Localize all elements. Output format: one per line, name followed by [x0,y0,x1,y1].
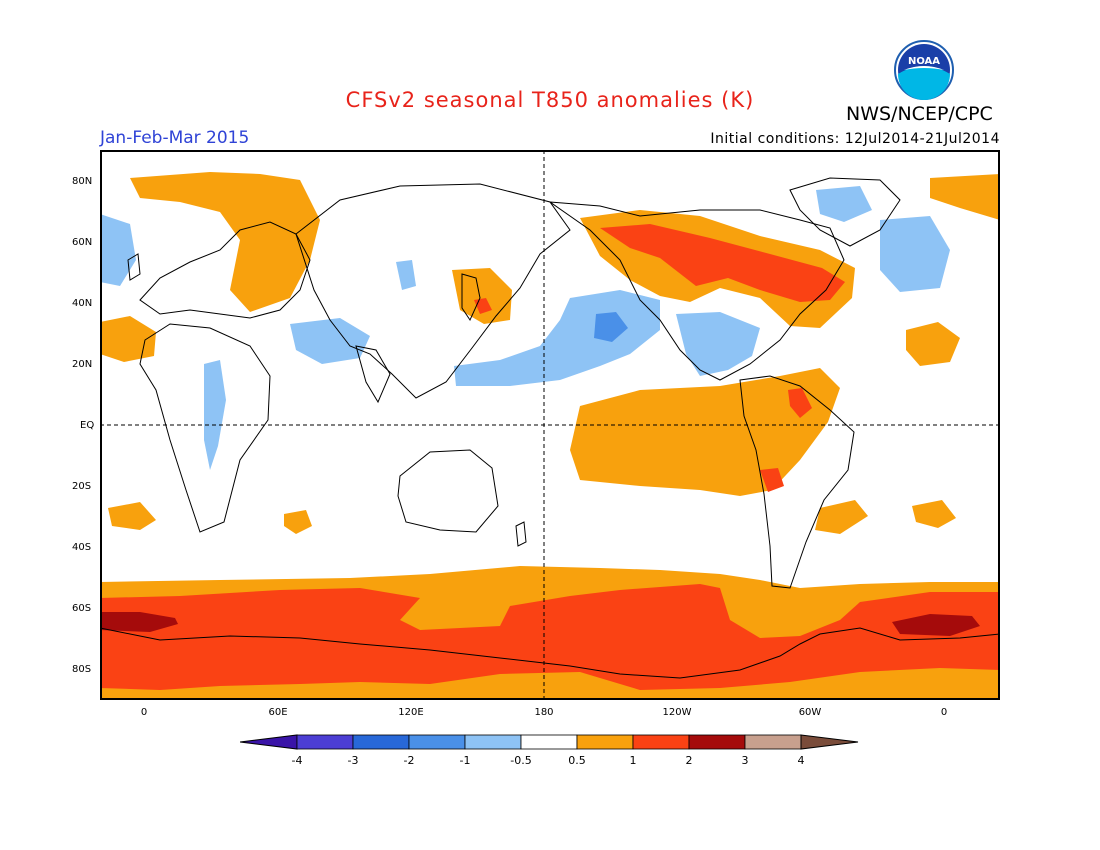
anomaly-band-southern-red [100,584,1000,690]
logo-text: NOAA [908,56,940,67]
anomaly-mexico-cool [676,312,760,376]
anomaly-north-america-red [600,224,845,302]
anomaly-south-america-red [788,388,812,418]
coastline-india [355,345,391,404]
anomaly-greenland-cool [816,186,872,222]
lon-label-120e: 120E [398,707,424,718]
lat-label-80s: 80S [72,664,92,675]
lon-label-180: 180 [534,707,554,718]
coastlines [100,177,1000,679]
anomaly-core-southwest [100,612,178,632]
anomaly-greenland-sea-orange [130,172,320,312]
colorbar-label: 2 [685,754,693,767]
anomaly-indian-ocean-orange [284,510,312,534]
anomaly-north-pacific-cool-core [594,312,628,342]
anomaly-siberia-cool [396,260,416,290]
colorbar-cell [744,734,802,750]
colorbar-arrow-right [800,734,859,750]
lat-label-80n: 80N [72,176,93,187]
anomaly-chile-red [760,468,784,492]
coastline-africa [139,323,271,533]
colorbar-cell [352,734,410,750]
colorbar [240,734,859,750]
colorbar-cell [632,734,690,750]
anomaly-south-atlantic-orange [108,502,156,530]
colorbar-cell [464,734,522,750]
coastline-japan [461,273,481,322]
anomaly-atlantic-orange-east [906,322,960,366]
map-frame [100,150,1000,700]
colorbar-label: -4 [291,754,303,767]
colorbar-label: -2 [403,754,415,767]
anomaly-africa-cool [204,360,226,470]
noaa-logo: NOAA [894,40,954,100]
colorbar-cell [296,734,354,750]
colorbar-label: 3 [741,754,749,767]
colorbar-cell [688,734,746,750]
anomaly-south-atlantic-orange-east [912,500,956,528]
lat-label-eq: EQ [80,420,95,431]
lon-label-60w: 60W [798,707,822,718]
lat-label-60n: 60N [72,237,93,248]
anomaly-tropical-pacific [570,368,840,496]
initial-conditions-label: Initial conditions: 12Jul2014-21Jul2014 [710,131,1000,147]
anomaly-map [100,150,1000,700]
coastline-uk [127,253,141,281]
lon-label-0-west: 0 [140,707,148,718]
colorbar-label: -3 [347,754,359,767]
lon-label-60e: 60E [268,707,288,718]
colorbar-label: 4 [797,754,805,767]
anomaly-atlantic-cool [880,216,950,292]
colorbar-cells [240,734,859,750]
coastline-australia [397,449,499,533]
lon-label-0-east: 0 [940,707,948,718]
coastline-greenland [789,177,901,247]
organization-label: NWS/NCEP/CPC [846,103,993,125]
coastline-north-america [548,201,845,381]
lon-label-120w: 120W [662,707,692,718]
coastline-europe [139,221,311,319]
coastline-antarctica [100,627,1000,679]
anomaly-japan-orange [452,268,512,324]
anomaly-south-america-east [815,500,868,534]
colorbar-cell [520,734,578,750]
anomaly-west-africa-orange [100,316,156,362]
anomaly-arctic-orange-east [930,174,1000,220]
colorbar-cell [408,734,466,750]
colorbar-label: 0.5 [568,754,586,767]
coastline-asia [295,183,571,399]
lat-label-20n: 20N [72,359,93,370]
colorbar-label: -0.5 [510,754,532,767]
lat-label-20s: 20S [72,481,92,492]
colorbar-cell [576,734,634,750]
lat-label-40n: 40N [72,298,93,309]
chart-title: CFSv2 seasonal T850 anomalies (K) [345,88,755,112]
period-label: Jan-Feb-Mar 2015 [100,128,250,148]
coastline-south-america [739,375,855,589]
colorbar-arrow-left [240,734,298,750]
anomaly-arabia-cool [290,318,370,364]
colorbar-label: 1 [629,754,637,767]
lat-label-40s: 40S [72,542,92,553]
anomaly-europe-cool [100,214,136,286]
coastline-new-zealand [515,521,527,547]
colorbar-label: -1 [459,754,471,767]
lat-label-60s: 60S [72,603,92,614]
anomaly-core-southeast [892,614,980,636]
